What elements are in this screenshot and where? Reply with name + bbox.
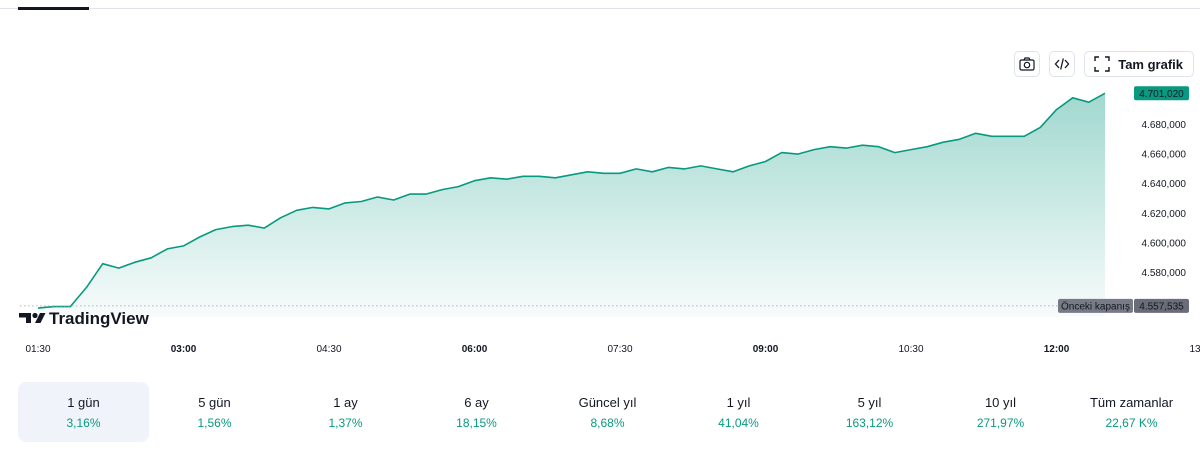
y-tick-label: 4.640,000 bbox=[1142, 179, 1187, 190]
last-price-label: 4.701,020 bbox=[1139, 89, 1184, 100]
period-change: 1,56% bbox=[197, 415, 232, 430]
previous-close-value-bg bbox=[1134, 298, 1189, 313]
active-tab-indicator bbox=[18, 7, 89, 10]
x-tick-label: 06:00 bbox=[462, 344, 488, 355]
period-label: 10 yıl bbox=[984, 394, 1017, 410]
period-5-days[interactable]: 5 gün 1,56% bbox=[149, 382, 280, 442]
period-5-years[interactable]: 5 yıl 163,12% bbox=[804, 382, 935, 442]
x-tick-label: 10:30 bbox=[898, 344, 923, 355]
period-label: 6 ay bbox=[464, 394, 489, 410]
x-tick-label: 09:00 bbox=[753, 344, 779, 355]
period-change: 22,67 K% bbox=[1105, 415, 1158, 430]
period-label: Güncel yıl bbox=[578, 394, 637, 410]
period-6-months[interactable]: 6 ay 18,15% bbox=[411, 382, 542, 442]
previous-close-value: 4.557,535 bbox=[1139, 301, 1184, 312]
price-chart[interactable]: Önceki kapanış 4.557,535 4.680,000 4.660,0… bbox=[0, 80, 1200, 360]
tradingview-wordmark: TradingView bbox=[49, 309, 150, 328]
previous-close-label-bg bbox=[1058, 298, 1133, 313]
top-divider bbox=[0, 8, 1200, 9]
period-1-year[interactable]: 1 yıl 41,04% bbox=[673, 382, 804, 442]
period-label: 1 yıl bbox=[726, 394, 751, 410]
x-tick-label: 04:30 bbox=[316, 344, 341, 355]
fullscreen-icon bbox=[1094, 56, 1110, 72]
period-label: Tüm zamanlar bbox=[1089, 394, 1174, 410]
embed-button[interactable] bbox=[1049, 51, 1076, 77]
code-icon bbox=[1054, 58, 1070, 70]
y-tick-label: 4.680,000 bbox=[1142, 120, 1187, 131]
x-tick-label: 03:00 bbox=[171, 344, 197, 355]
period-label: 1 ay bbox=[333, 394, 358, 410]
period-1-month[interactable]: 1 ay 1,37% bbox=[280, 382, 411, 442]
period-change: 271,97% bbox=[976, 415, 1025, 430]
x-tick-label: 07:30 bbox=[607, 344, 632, 355]
x-tick-label: 13:30 bbox=[1189, 344, 1200, 355]
y-tick-label: 4.660,000 bbox=[1142, 150, 1187, 161]
period-label: 5 yıl bbox=[857, 394, 882, 410]
x-tick-label: 12:00 bbox=[1044, 344, 1070, 355]
period-ytd[interactable]: Güncel yıl 8,68% bbox=[542, 382, 673, 442]
y-tick-label: 4.600,000 bbox=[1142, 238, 1187, 249]
period-label: 5 gün bbox=[198, 394, 231, 410]
x-tick-label: 01:30 bbox=[25, 344, 50, 355]
price-area-fill bbox=[38, 93, 1105, 317]
camera-icon bbox=[1019, 57, 1035, 71]
full-chart-label: Tam grafik bbox=[1118, 56, 1183, 72]
y-tick-label: 4.580,000 bbox=[1142, 268, 1187, 279]
screenshot-button[interactable] bbox=[1014, 51, 1041, 77]
period-label: 1 gün bbox=[67, 394, 100, 410]
chart-toolbar: Tam grafik bbox=[1014, 51, 1194, 77]
period-change: 1,37% bbox=[328, 415, 363, 430]
period-change: 3,16% bbox=[66, 415, 101, 430]
previous-close-label: Önceki kapanış bbox=[1061, 300, 1130, 312]
period-change: 163,12% bbox=[845, 415, 894, 430]
period-change: 8,68% bbox=[590, 415, 625, 430]
full-chart-button[interactable]: Tam grafik bbox=[1084, 51, 1194, 77]
period-change: 41,04% bbox=[718, 415, 759, 430]
period-change: 18,15% bbox=[456, 415, 497, 430]
period-1-day[interactable]: 1 gün 3,16% bbox=[18, 382, 149, 442]
period-10-years[interactable]: 10 yıl 271,97% bbox=[935, 382, 1066, 442]
period-all-time[interactable]: Tüm zamanlar 22,67 K% bbox=[1066, 382, 1197, 442]
last-price-badge bbox=[1134, 86, 1189, 101]
period-selector: 1 gün 3,16% 5 gün 1,56% 1 ay 1,37% 6 ay … bbox=[18, 382, 1197, 442]
y-tick-label: 4.620,000 bbox=[1142, 209, 1187, 220]
tradingview-logo: TradingView bbox=[19, 309, 150, 328]
